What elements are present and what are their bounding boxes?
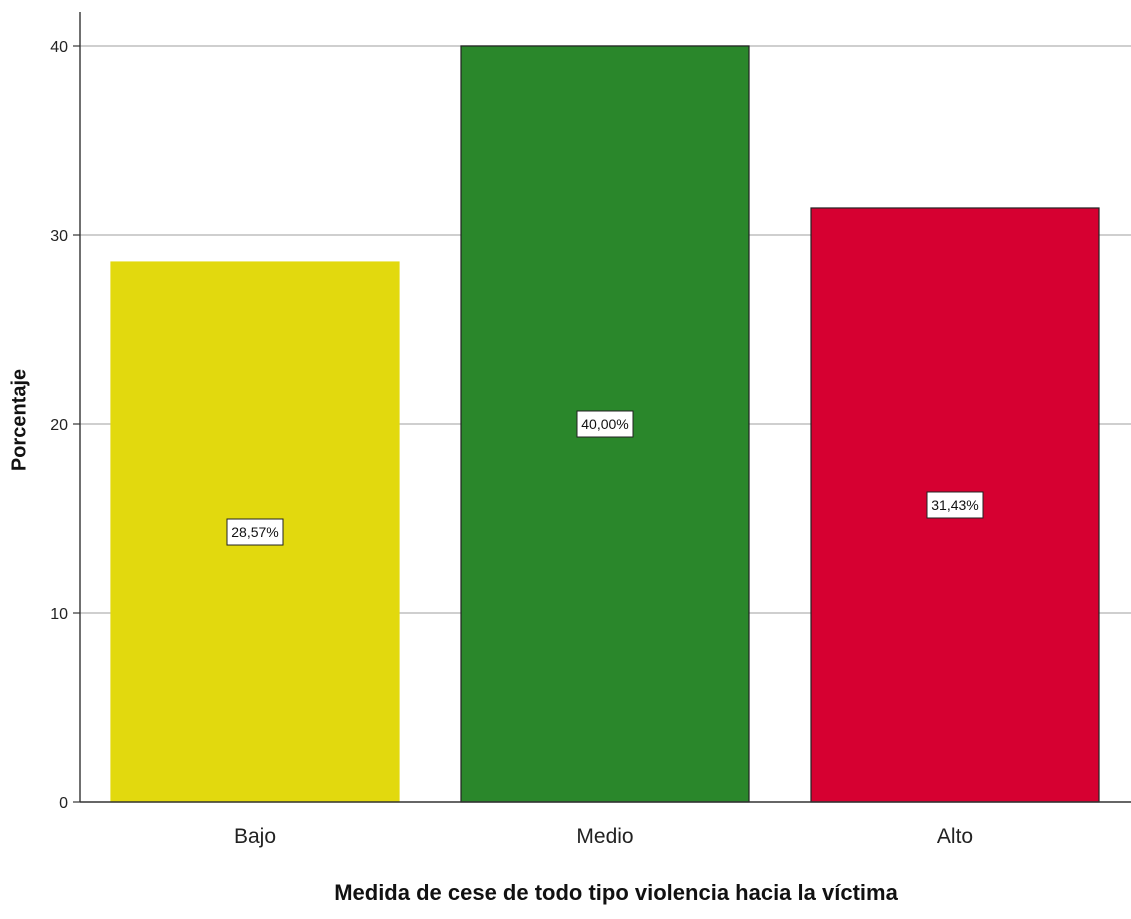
y-tick-label: 20 <box>50 417 68 434</box>
y-axis-title: Porcentaje <box>8 368 31 472</box>
data-label-box <box>926 491 984 519</box>
data-label-box <box>576 410 634 438</box>
y-tick-label: 30 <box>50 228 68 245</box>
y-tick-label: 10 <box>50 606 68 623</box>
y-tick-label: 40 <box>50 39 68 56</box>
x-tick-label: Bajo <box>234 825 276 848</box>
data-label-box <box>226 518 284 546</box>
y-tick-label: 0 <box>59 795 68 812</box>
x-tick-label: Medio <box>576 825 633 848</box>
data-label: 40,00% <box>581 416 628 432</box>
x-axis-title: Medida de cese de todo tipo violencia ha… <box>334 880 898 905</box>
data-label: 28,57% <box>231 524 278 540</box>
x-tick-label: Alto <box>937 825 973 848</box>
data-label: 31,43% <box>931 497 978 513</box>
bar-bajo <box>110 261 400 803</box>
